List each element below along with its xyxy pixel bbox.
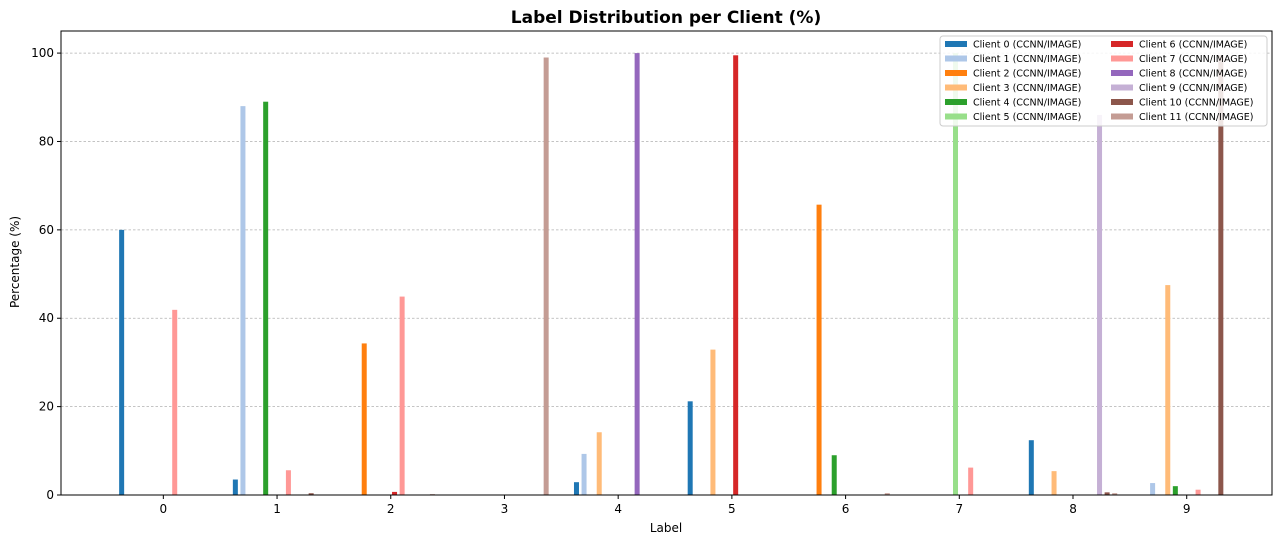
bar xyxy=(581,453,587,495)
bar xyxy=(232,479,238,495)
y-tick-label: 60 xyxy=(39,223,54,237)
legend-swatch xyxy=(1111,70,1133,76)
x-tick-label: 6 xyxy=(842,502,850,516)
bar xyxy=(392,491,398,495)
x-tick-label: 5 xyxy=(728,502,736,516)
legend-swatch xyxy=(945,84,967,91)
legend-entry: Client 9 (CCNN/IMAGE) xyxy=(1139,83,1247,94)
bar xyxy=(1097,114,1103,495)
x-tick-label: 8 xyxy=(1069,502,1077,516)
chart-title: Label Distribution per Client (%) xyxy=(511,8,821,28)
bar xyxy=(884,493,890,495)
bar xyxy=(308,493,314,495)
bar xyxy=(1218,55,1224,496)
bar xyxy=(596,432,602,495)
bars xyxy=(119,53,1224,496)
bar xyxy=(361,343,367,495)
x-tick-label: 7 xyxy=(955,502,963,516)
legend: Client 0 (CCNN/IMAGE) Client 1 (CCNN/IMAG… xyxy=(939,35,1268,127)
legend-entry: Client 6 (CCNN/IMAGE) xyxy=(1139,40,1247,51)
bar xyxy=(968,467,974,495)
y-tick-label: 40 xyxy=(39,311,54,325)
y-tick-label: 0 xyxy=(46,488,54,502)
legend-swatch xyxy=(1111,99,1133,105)
x-tick-label: 9 xyxy=(1183,502,1191,516)
axes: 0 20 40 60 80 100 0 1 2 3 4 5 6 7 8 9 xyxy=(31,30,1273,516)
bar xyxy=(573,482,579,495)
legend-entry: Client 10 (CCNN/IMAGE) xyxy=(1139,98,1253,109)
bar xyxy=(543,57,549,496)
bar xyxy=(1051,471,1057,495)
bar xyxy=(710,349,716,495)
x-tick-label: 4 xyxy=(614,502,622,516)
bar xyxy=(263,101,269,495)
bar xyxy=(733,55,739,496)
x-axis-label: Label xyxy=(650,521,682,535)
legend-swatch xyxy=(1111,84,1133,91)
bar xyxy=(399,296,405,495)
bar xyxy=(816,204,822,495)
legend-swatch xyxy=(945,113,967,120)
legend-entry: Client 8 (CCNN/IMAGE) xyxy=(1139,69,1247,80)
y-tick-label: 80 xyxy=(39,134,54,148)
legend-swatch xyxy=(945,41,967,47)
legend-entry: Client 5 (CCNN/IMAGE) xyxy=(973,112,1081,123)
legend-entry: Client 7 (CCNN/IMAGE) xyxy=(1139,54,1247,65)
bar xyxy=(172,309,178,495)
legend-swatch xyxy=(945,55,967,62)
bar xyxy=(285,470,291,495)
bar xyxy=(1104,492,1110,495)
legend-entry: Client 4 (CCNN/IMAGE) xyxy=(973,98,1081,109)
legend-entry: Client 3 (CCNN/IMAGE) xyxy=(973,83,1081,94)
bar xyxy=(240,106,246,495)
x-tick-label: 1 xyxy=(273,502,281,516)
x-tick-label: 0 xyxy=(160,502,168,516)
bar xyxy=(1172,486,1178,495)
bar xyxy=(1028,440,1034,495)
legend-entry: Client 11 (CCNN/IMAGE) xyxy=(1139,112,1253,123)
bar xyxy=(1150,483,1156,495)
legend-swatch xyxy=(1111,55,1133,62)
bar xyxy=(687,401,693,495)
legend-swatch xyxy=(945,70,967,76)
bar xyxy=(831,455,837,495)
legend-entry: Client 0 (CCNN/IMAGE) xyxy=(973,40,1081,51)
legend-box xyxy=(939,35,1268,127)
bar xyxy=(1195,489,1201,495)
bar xyxy=(119,229,125,495)
y-tick-label: 20 xyxy=(39,400,54,414)
x-tick-label: 3 xyxy=(501,502,509,516)
bar xyxy=(634,53,640,495)
plot-frame xyxy=(60,30,1273,496)
x-tick-label: 2 xyxy=(387,502,395,516)
legend-swatch xyxy=(1111,113,1133,120)
legend-entry: Client 1 (CCNN/IMAGE) xyxy=(973,54,1081,65)
bar xyxy=(953,53,959,495)
y-tick-label: 100 xyxy=(31,46,54,60)
legend-entry: Client 2 (CCNN/IMAGE) xyxy=(973,69,1081,80)
bar xyxy=(1112,493,1118,495)
bar xyxy=(1165,285,1171,495)
legend-swatch xyxy=(945,99,967,105)
y-axis-label: Percentage (%) xyxy=(8,216,22,308)
legend-swatch xyxy=(1111,41,1133,47)
